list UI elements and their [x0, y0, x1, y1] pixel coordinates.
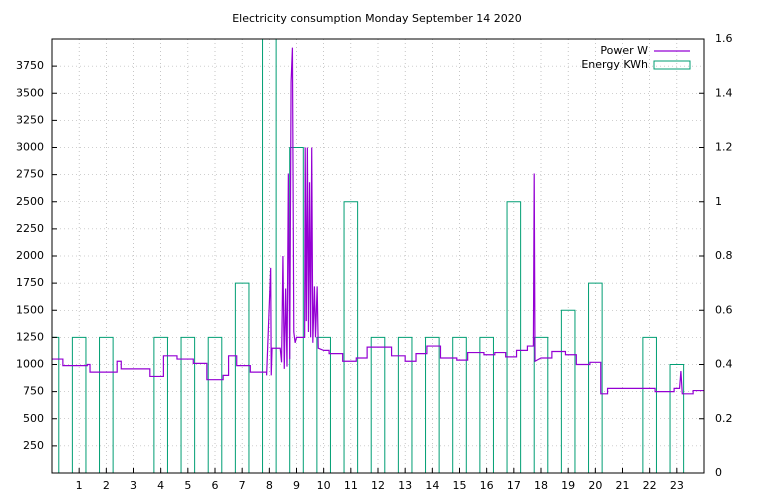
y2-tick-label: 0.4: [715, 358, 733, 371]
x-tick-label: 21: [616, 479, 630, 492]
legend-label: Energy KWh: [581, 58, 648, 71]
y-tick-label: 3500: [16, 86, 44, 99]
energy-box: [370, 336, 386, 473]
energy-box: [669, 364, 685, 473]
energy-box: [262, 39, 277, 473]
energy-box: [533, 336, 549, 473]
x-tick-label: 13: [398, 479, 412, 492]
energy-box: [343, 201, 359, 473]
x-tick-label: 2: [103, 479, 110, 492]
y-tick-label: 2750: [16, 168, 44, 181]
x-tick-label: 14: [425, 479, 439, 492]
power-line: [52, 47, 704, 395]
energy-box: [506, 201, 522, 473]
x-tick-label: 20: [588, 479, 602, 492]
energy-box: [588, 282, 603, 473]
y2-tick-label: 0.8: [715, 249, 733, 262]
x-tick-label: 6: [212, 479, 219, 492]
axes: 1 2 3 4 5 6 7 8 9 10 11 12 13 14 15 16 17 18 19 20 21 22 23250…: [16, 32, 733, 492]
y-tick-label: 1750: [16, 276, 44, 289]
x-tick-label: 10: [317, 479, 331, 492]
y-tick-label: 2500: [16, 195, 44, 208]
y-tick-label: 250: [23, 439, 44, 452]
energy-box: [234, 282, 250, 473]
x-tick-label: 7: [239, 479, 246, 492]
x-tick-label: 17: [507, 479, 521, 492]
y-tick-label: 1000: [16, 358, 44, 371]
x-tick-label: 23: [670, 479, 684, 492]
x-tick-label: 11: [344, 479, 358, 492]
energy-box: [397, 336, 413, 473]
y2-tick-label: 1.4: [715, 86, 733, 99]
y2-tick-label: 1.6: [715, 32, 733, 45]
y2-tick-label: 0.6: [715, 303, 733, 316]
energy-box: [316, 336, 331, 473]
y-tick-label: 3250: [16, 113, 44, 126]
y2-tick-label: 1: [715, 195, 722, 208]
y-tick-label: 2000: [16, 249, 44, 262]
legend-swatch: [653, 60, 691, 70]
y-tick-label: 500: [23, 412, 44, 425]
y2-tick-label: 1.2: [715, 141, 733, 154]
energy-box: [452, 336, 467, 473]
energy-box: [71, 336, 87, 473]
plot-border: [51, 38, 705, 474]
y-tick-label: 3000: [16, 141, 44, 154]
x-tick-label: 8: [266, 479, 273, 492]
y-tick-label: 2250: [16, 222, 44, 235]
x-tick-label: 18: [534, 479, 548, 492]
x-tick-label: 16: [480, 479, 494, 492]
energy-box: [99, 336, 114, 473]
legend-label: Power W: [600, 44, 648, 57]
y-tick-label: 750: [23, 385, 44, 398]
grid: [52, 39, 704, 473]
x-tick-label: 5: [184, 479, 191, 492]
energy-box: [560, 309, 576, 473]
x-tick-label: 3: [130, 479, 137, 492]
y-tick-label: 1250: [16, 330, 44, 343]
energy-box: [153, 336, 168, 473]
energy-box: [479, 336, 494, 473]
x-tick-label: 12: [371, 479, 385, 492]
x-tick-label: 1: [76, 479, 83, 492]
energy-box: [425, 336, 440, 473]
x-tick-label: 15: [453, 479, 467, 492]
energy-box: [642, 336, 657, 473]
x-tick-label: 22: [643, 479, 657, 492]
plot-area: [52, 39, 704, 473]
y2-tick-label: 0: [715, 466, 722, 479]
x-tick-label: 19: [561, 479, 575, 492]
x-tick-label: 4: [157, 479, 164, 492]
energy-box: [52, 336, 60, 473]
chart-title: Electricity consumption Monday September…: [232, 12, 522, 25]
energy-box: [180, 336, 196, 473]
energy-box: [207, 336, 223, 473]
y-tick-label: 3750: [16, 59, 44, 72]
x-tick-label: 9: [293, 479, 300, 492]
y2-tick-label: 0.2: [715, 412, 733, 425]
y-tick-label: 1500: [16, 303, 44, 316]
